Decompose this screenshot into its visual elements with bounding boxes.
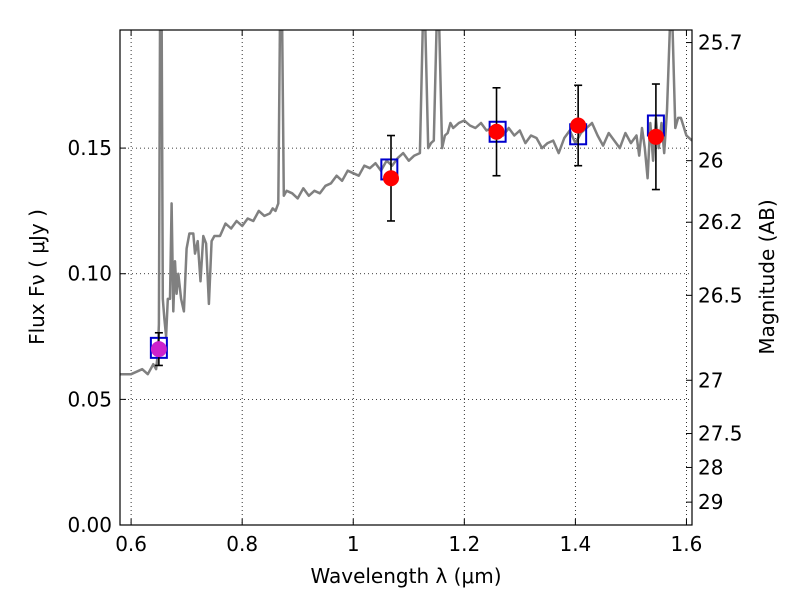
x-axis-label: Wavelength λ (μm) [310, 564, 501, 588]
x-tick-label: 1 [347, 532, 360, 556]
observed-point [488, 123, 505, 140]
y2-tick-label: 28 [698, 455, 723, 479]
observed-point [647, 128, 664, 145]
y2-tick-label: 27.5 [698, 422, 743, 446]
plot-frame [119, 29, 693, 526]
y-tick-label: 0.15 [67, 136, 112, 160]
y2-tick-label: 26.2 [698, 210, 743, 234]
ticks-layer: 0.6 0.8 1 1.2 1.4 1.6 0.00 0.05 0.10 0.15 25.7 26 26… [67, 30, 743, 556]
y-tick-label: 0.00 [67, 513, 112, 537]
y2-tick-label: 29 [698, 490, 723, 514]
x-tick-label: 1.2 [448, 532, 480, 556]
points-layer [149, 83, 665, 367]
model-spectrum-line [120, 30, 692, 376]
data-layer [120, 30, 692, 376]
observed-point [570, 117, 587, 134]
x-tick-label: 1.6 [671, 532, 703, 556]
y2-tick-label: 26.5 [698, 283, 743, 307]
y2-tick-label: 27 [698, 368, 723, 392]
observed-point [383, 170, 400, 187]
observed-point [150, 341, 167, 358]
y2-axis-label: Magnitude (AB) [755, 199, 779, 354]
y-tick-label: 0.05 [67, 387, 112, 411]
y2-tick-label: 26 [698, 149, 723, 173]
y-tick-label: 0.10 [67, 262, 112, 286]
x-tick-label: 0.8 [226, 532, 258, 556]
x-tick-label: 0.6 [115, 532, 147, 556]
y2-tick-label: 25.7 [698, 31, 743, 55]
y-axis-label: Flux Fν ( μJy ) [25, 209, 49, 345]
x-tick-label: 1.4 [559, 532, 591, 556]
